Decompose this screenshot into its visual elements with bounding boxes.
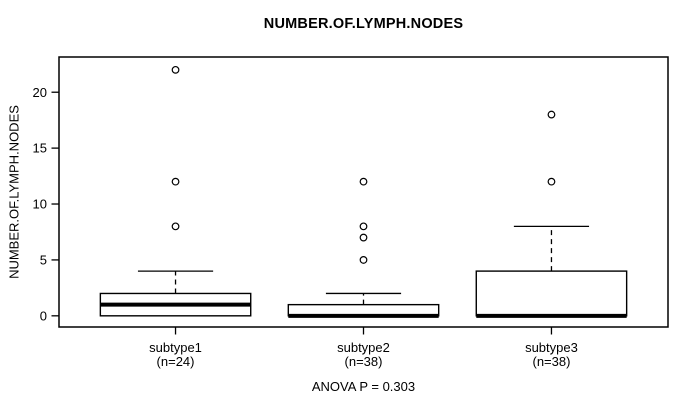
x-category-label: subtype2 xyxy=(337,340,390,355)
y-tick-label: 20 xyxy=(33,85,47,100)
outlier-point xyxy=(359,256,368,264)
outlier-point xyxy=(359,177,368,186)
x-category-sublabel: (n=38) xyxy=(532,354,570,369)
outlier-point xyxy=(171,177,180,186)
y-tick-label: 5 xyxy=(40,253,47,268)
anova-annotation: ANOVA P = 0.303 xyxy=(311,379,416,394)
outlier-point xyxy=(359,233,368,242)
outlier-point xyxy=(547,177,556,186)
y-tick-label: 10 xyxy=(33,197,47,212)
x-category-sublabel: (n=38) xyxy=(345,354,383,369)
y-axis-label: NUMBER.OF.LYMPH.NODES xyxy=(7,105,22,279)
y-tick-label: 0 xyxy=(40,308,47,323)
chart-title: NUMBER.OF.LYMPH.NODES xyxy=(263,16,464,32)
outlier-point xyxy=(359,222,368,231)
x-category-sublabel: (n=24) xyxy=(157,354,195,369)
outlier-point xyxy=(171,65,180,74)
outlier-point xyxy=(547,110,556,119)
y-tick-label: 15 xyxy=(33,141,47,156)
x-category-label: subtype1 xyxy=(149,340,202,355)
iqr-box xyxy=(475,270,628,317)
outlier-point xyxy=(171,222,180,231)
x-category-label: subtype3 xyxy=(525,340,578,355)
